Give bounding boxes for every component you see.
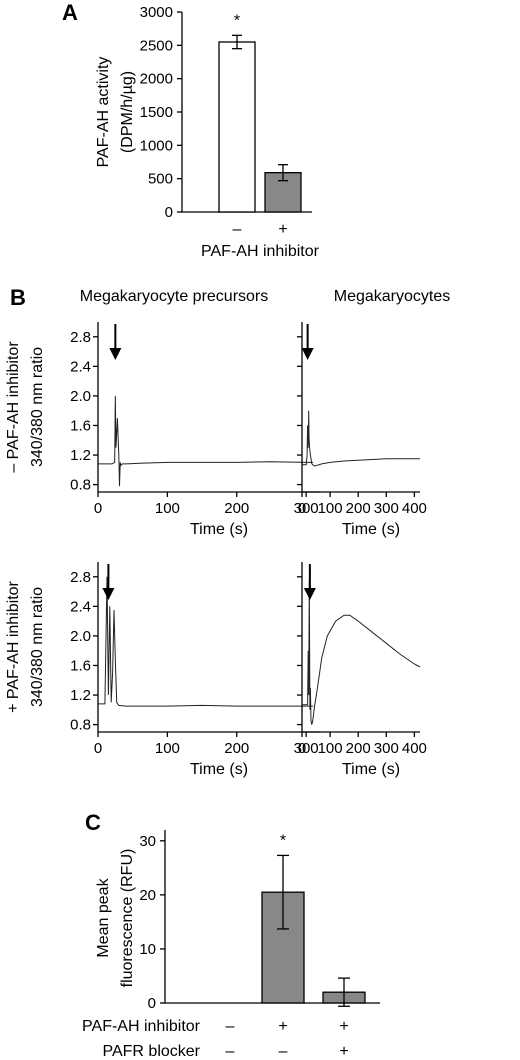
panel-c: C 0 10 20 30 * Mean peak fluorescence (RFU) PAF… <box>82 810 380 1060</box>
x-tick-label-b: 200 <box>346 740 371 757</box>
calcium-trace <box>302 580 421 725</box>
panel-letter-a: A <box>62 0 78 25</box>
factor-sign-c: – <box>226 1043 235 1060</box>
significance-star-c: * <box>280 832 286 849</box>
x-tick-label-b: 100 <box>155 500 180 517</box>
row-label-b: + PAF-AH inhibitor <box>5 580 22 712</box>
axis-b <box>301 562 420 733</box>
x-tick-label-b: 300 <box>294 500 319 517</box>
y-axis-label-b: 340/380 nm ratio <box>29 347 46 467</box>
x-tick-label-b: 0 <box>94 740 102 757</box>
factor-label-c: PAFR blocker <box>102 1043 200 1060</box>
factor-sign-c: – <box>279 1043 288 1060</box>
panel-a: A 0 500 1000 1500 2000 2500 3000 – * + PAF-AH inhi… <box>62 0 320 260</box>
stimulus-arrowhead <box>102 588 115 600</box>
y-tick-label-a: 1500 <box>140 104 173 121</box>
y-tick-label-b: 1.6 <box>70 417 91 434</box>
x-axis-label-b: Time (s) <box>190 761 248 778</box>
y-tick-label-c: 10 <box>139 941 156 958</box>
factor-sign-c: – <box>226 1018 235 1035</box>
x-tick-label-b: 0 <box>298 740 306 757</box>
x-tick-label-b: 300 <box>374 740 399 757</box>
y-axis-unit-a: (DPM/h/µg) <box>119 71 136 153</box>
x-axis-label-b: Time (s) <box>190 521 248 538</box>
stimulus-arrowhead <box>301 348 314 360</box>
x-axis-label-a: PAF-AH inhibitor <box>201 243 320 260</box>
factor-sign-c: + <box>339 1018 348 1035</box>
factor-sign-c: + <box>339 1043 348 1060</box>
axis-b <box>301 322 420 493</box>
calcium-trace <box>98 395 314 487</box>
bar-a <box>218 41 256 213</box>
x-tick-label-b: 400 <box>402 500 427 517</box>
x-tick-label-b: 200 <box>346 500 371 517</box>
y-tick-label-b: 0.8 <box>70 477 91 494</box>
x-tick-label-b: 100 <box>318 740 343 757</box>
row-label-b: – PAF-AH inhibitor <box>5 341 22 473</box>
category-label-a: – <box>233 221 242 238</box>
column-title-b: Megakaryocyte precursors <box>80 288 269 305</box>
stimulus-arrowhead <box>303 588 316 600</box>
x-axis-label-b: Time (s) <box>342 521 400 538</box>
y-tick-label-b: 2.0 <box>70 628 91 645</box>
y-tick-label-b: 1.2 <box>70 687 91 704</box>
y-tick-label-b: 2.4 <box>70 358 91 375</box>
y-tick-label-a: 2000 <box>140 71 173 88</box>
x-tick-label-b: 400 <box>402 740 427 757</box>
x-tick-label-b: 100 <box>155 740 180 757</box>
x-tick-label-b: 300 <box>374 500 399 517</box>
column-title-b: Megakaryocytes <box>334 288 451 305</box>
panel-b: B Megakaryocyte precursors Megakaryocytes… <box>5 285 450 778</box>
y-tick-label-a: 1000 <box>140 137 173 154</box>
y-tick-label-b: 1.2 <box>70 447 91 464</box>
y-tick-label-b: 1.6 <box>70 657 91 674</box>
y-tick-label-a: 0 <box>165 204 173 221</box>
y-axis-unit-c: fluorescence (RFU) <box>119 849 136 988</box>
y-tick-label-b: 2.0 <box>70 388 91 405</box>
calcium-trace <box>98 576 314 707</box>
x-tick-label-b: 200 <box>224 740 249 757</box>
x-tick-label-b: 300 <box>294 740 319 757</box>
panel-letter-b: B <box>10 285 26 310</box>
x-tick-label-b: 0 <box>298 500 306 517</box>
y-tick-label-b: 0.8 <box>70 717 91 734</box>
factor-sign-c: + <box>278 1018 287 1035</box>
axis-b <box>97 322 320 493</box>
y-tick-label-c: 30 <box>139 833 156 850</box>
y-tick-label-b: 2.8 <box>70 329 91 346</box>
y-tick-label-c: 0 <box>148 995 156 1012</box>
x-tick-label-b: 0 <box>94 500 102 517</box>
y-tick-label-b: 2.4 <box>70 598 91 615</box>
y-tick-label-a: 2500 <box>140 37 173 54</box>
y-tick-label-c: 20 <box>139 887 156 904</box>
y-tick-label-b: 2.8 <box>70 569 91 586</box>
y-tick-label-a: 3000 <box>140 4 173 21</box>
x-tick-label-b: 100 <box>318 500 343 517</box>
stimulus-arrowhead <box>109 348 122 360</box>
y-axis-label-a: PAF-AH activity <box>95 57 112 168</box>
y-tick-label-a: 500 <box>148 171 173 188</box>
factor-label-c: PAF-AH inhibitor <box>82 1018 201 1035</box>
x-tick-label-b: 200 <box>224 500 249 517</box>
y-axis-label-c: Mean peak <box>95 877 112 957</box>
y-axis-label-b: 340/380 nm ratio <box>29 587 46 707</box>
category-label-a: + <box>278 221 287 238</box>
panel-letter-c: C <box>85 810 101 835</box>
significance-star-a: * <box>234 12 240 29</box>
calcium-trace <box>302 410 420 467</box>
x-axis-label-b: Time (s) <box>342 761 400 778</box>
